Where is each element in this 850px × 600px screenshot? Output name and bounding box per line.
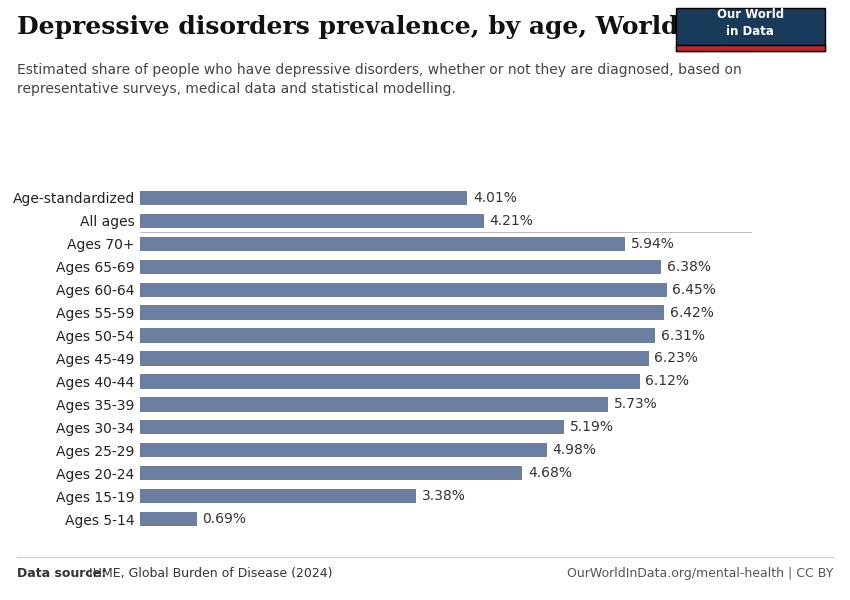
Text: Estimated share of people who have depressive disorders, whether or not they are: Estimated share of people who have depre… (17, 63, 742, 97)
Text: Data source:: Data source: (17, 567, 110, 580)
Bar (140, 214, 484, 228)
Bar (140, 420, 564, 434)
Text: 6.23%: 6.23% (654, 352, 698, 365)
Bar (140, 443, 547, 457)
Text: 6.12%: 6.12% (645, 374, 689, 388)
Text: Our World
in Data: Our World in Data (717, 8, 784, 38)
Text: 0.69%: 0.69% (202, 512, 246, 526)
Text: 6.31%: 6.31% (660, 329, 705, 343)
Text: IHME, Global Burden of Disease (2024): IHME, Global Burden of Disease (2024) (89, 567, 332, 580)
Text: 6.42%: 6.42% (670, 305, 714, 320)
Bar (140, 397, 608, 412)
Text: 4.01%: 4.01% (473, 191, 517, 205)
Bar (140, 512, 196, 526)
Bar (140, 260, 660, 274)
Text: Depressive disorders prevalence, by age, World, 2021: Depressive disorders prevalence, by age,… (17, 15, 765, 39)
Bar (140, 328, 655, 343)
Bar (140, 466, 522, 481)
Text: OurWorldInData.org/mental-health | CC BY: OurWorldInData.org/mental-health | CC BY (567, 567, 833, 580)
Text: 6.38%: 6.38% (666, 260, 711, 274)
Text: 5.19%: 5.19% (570, 421, 614, 434)
Text: 6.45%: 6.45% (672, 283, 717, 296)
Bar (140, 283, 666, 297)
Bar (140, 374, 640, 389)
Bar (140, 305, 664, 320)
Text: 4.68%: 4.68% (528, 466, 572, 480)
Bar (140, 236, 625, 251)
Text: 3.38%: 3.38% (422, 489, 466, 503)
Text: 5.94%: 5.94% (631, 237, 675, 251)
Text: 5.73%: 5.73% (614, 397, 657, 412)
Bar (140, 489, 416, 503)
Bar (140, 191, 468, 205)
Text: 4.98%: 4.98% (552, 443, 597, 457)
Bar (140, 352, 649, 365)
Text: 4.21%: 4.21% (490, 214, 533, 228)
